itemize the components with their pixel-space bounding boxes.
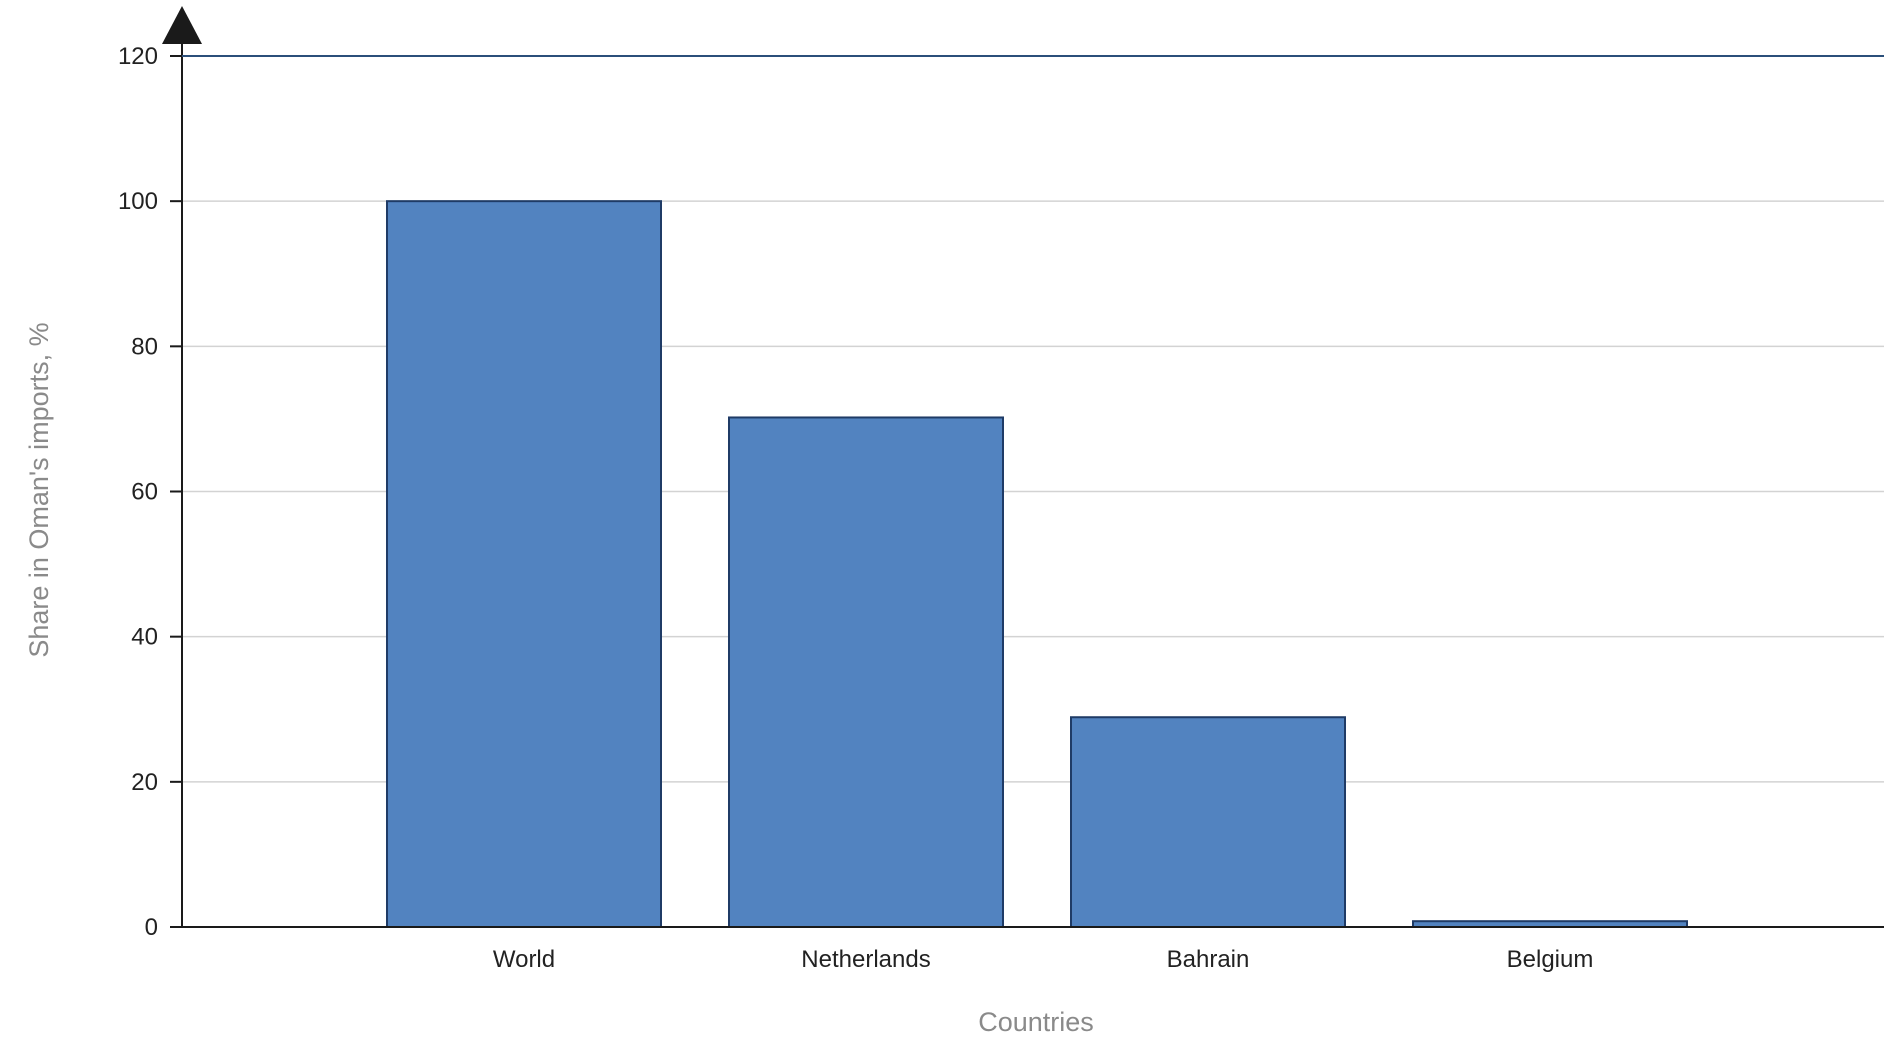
y-tick-label: 100 — [118, 188, 158, 215]
x-tick-label: Bahrain — [1167, 946, 1250, 973]
bars-layer — [386, 200, 1688, 929]
y-tick-label: 60 — [131, 479, 158, 506]
x-tick-label: World — [493, 946, 555, 973]
y-tick-label: 120 — [118, 43, 158, 70]
bar — [386, 200, 662, 928]
y-tick-label: 0 — [145, 914, 158, 941]
x-tick-label: Belgium — [1507, 946, 1594, 973]
y-ticks: 0 20 40 60 80 100 120 — [118, 43, 182, 941]
x-tick-label: Netherlands — [801, 946, 930, 973]
axes-layer — [162, 6, 1884, 928]
y-tick-label: 20 — [131, 769, 158, 796]
y-tick-label: 80 — [131, 333, 158, 360]
y-tick-label: 40 — [131, 624, 158, 651]
y-axis-title: Share in Oman's imports, % — [24, 322, 54, 657]
x-axis-title: Countries — [978, 1007, 1094, 1037]
bar — [728, 416, 1004, 928]
y-axis-arrow-icon — [162, 6, 202, 44]
bar — [1070, 716, 1346, 929]
x-ticks: World Netherlands Bahrain Belgium — [493, 946, 1593, 973]
